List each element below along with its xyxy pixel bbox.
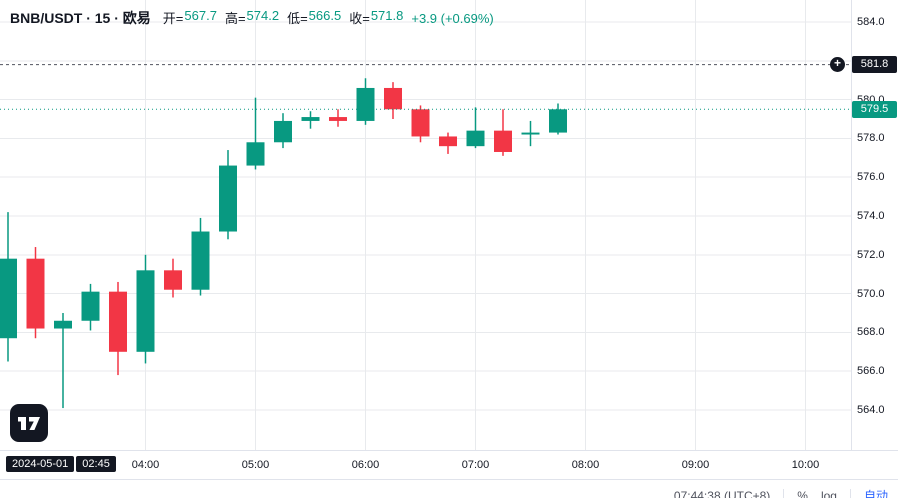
divider (849, 489, 851, 498)
candle[interactable] (136, 254, 155, 364)
tradingview-logo[interactable] (10, 404, 48, 442)
candle[interactable] (329, 109, 347, 127)
change-value: +3.9 (+0.69%) (411, 11, 494, 26)
price-tick-label: 578.0 (857, 132, 885, 145)
price-tick-label: 584.0 (857, 16, 885, 28)
candle[interactable] (301, 111, 320, 129)
price-tick-label: 570.0 (857, 287, 885, 300)
current-price-label: 579.5 (852, 100, 897, 118)
candlestick-chart[interactable] (0, 0, 851, 450)
tradingview-logo-icon (18, 417, 40, 430)
time-tick-label: 05:00 (241, 459, 270, 471)
candle[interactable] (274, 113, 292, 149)
symbol-title[interactable]: BNB/USDT · 15 · 欧易 (10, 10, 151, 26)
candle[interactable] (81, 283, 100, 331)
candle[interactable] (164, 258, 182, 298)
candle[interactable] (0, 212, 17, 362)
candle[interactable] (384, 82, 402, 119)
open-label: 开= (162, 11, 184, 26)
divider (783, 489, 785, 498)
price-tick-label: 574.0 (857, 210, 885, 222)
candle[interactable] (411, 105, 430, 143)
high-value: 574.2 (246, 8, 280, 23)
time-tick-label: 06:00 (351, 459, 380, 471)
time-tick-label: 07:00 (461, 459, 490, 471)
time-axis[interactable]: 2024-05-01 02:45 04:00 05:00 06:00 07:00 08:… (0, 450, 898, 480)
candle[interactable] (521, 120, 540, 147)
candle[interactable] (191, 217, 210, 296)
close-label: 收= (349, 11, 370, 26)
candle[interactable] (549, 103, 567, 135)
crosshair-date-badge: 2024-05-01 (6, 456, 75, 472)
price-tick-label: 572.0 (857, 248, 885, 261)
candle[interactable] (356, 78, 375, 125)
candle[interactable] (109, 281, 127, 376)
price-tick-label: 566.0 (857, 365, 885, 378)
time-tick-label: 08:00 (571, 459, 600, 471)
open-value: 567.7 (184, 8, 217, 23)
chart-header: BNB/USDT · 15 · 欧易 开= 567.7 高= 574.2 低= 566… (10, 8, 494, 28)
candle[interactable] (466, 107, 485, 149)
time-tick-label: 10:00 (791, 459, 820, 471)
candle[interactable] (26, 247, 45, 339)
percent-scale-button[interactable]: % (797, 488, 808, 498)
candle[interactable] (219, 150, 237, 240)
low-value: 566.5 (308, 8, 342, 23)
log-scale-button[interactable]: log (820, 488, 837, 498)
add-alert-plus-icon[interactable]: + (830, 57, 845, 73)
crosshair-time-badges: 2024-05-01 02:45 (6, 456, 116, 472)
time-tick-label: 09:00 (681, 459, 710, 471)
candle[interactable] (494, 109, 512, 156)
grid (0, 0, 851, 450)
crosshair-time-badge: 02:45 (76, 456, 116, 472)
price-tick-label: 564.0 (857, 404, 885, 416)
auto-scale-button[interactable]: 自动 (863, 489, 888, 498)
price-tick-label: 568.0 (857, 326, 885, 339)
candles-series (0, 78, 567, 409)
clock-utc: 07:44:38 (UTC+8) (673, 488, 771, 498)
candle[interactable] (246, 97, 265, 170)
candle[interactable] (439, 132, 457, 154)
status-bar: 07:44:38 (UTC+8) % log 自动 (0, 479, 898, 498)
close-value: 571.8 (370, 8, 404, 23)
price-axis[interactable]: 584.0 580.0 578.0 576.0 574.0 572.0 570.0 568.0… (851, 0, 898, 450)
low-label: 低= (287, 11, 308, 26)
ohlc-readout: 开= 567.7 高= 574.2 低= 566.5 收= 571.8 +3.9 (+0… (163, 8, 494, 27)
price-tick-label: 576.0 (857, 171, 885, 184)
high-label: 高= (224, 11, 246, 26)
alert-price-label: 581.8 (852, 56, 897, 74)
time-tick-label: 04:00 (131, 459, 160, 471)
candle[interactable] (54, 313, 72, 409)
